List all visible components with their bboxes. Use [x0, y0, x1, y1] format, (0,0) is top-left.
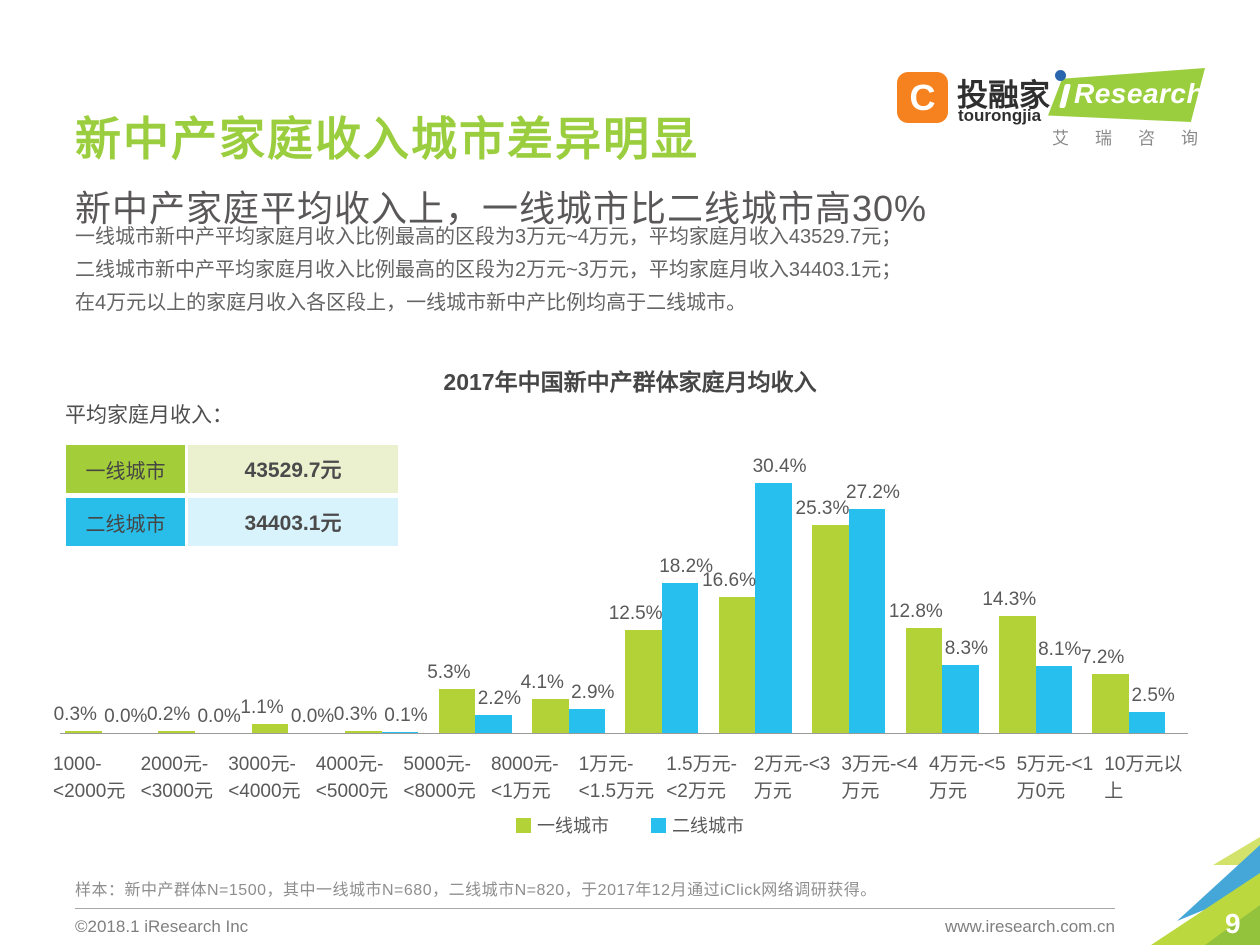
bar: [999, 615, 1036, 733]
bar-value-label: 0.1%: [384, 705, 428, 727]
legend-swatch-green: [516, 817, 531, 833]
x-axis-tick-label: 4万元-<5 万元: [929, 754, 1006, 802]
intro-line: 二线城市新中产平均家庭月收入比例最高的区段为2万元~3万元，平均家庭月收入344…: [75, 259, 902, 281]
bar-value-label: 2.9%: [571, 682, 615, 704]
bar-value-label: 12.8%: [888, 600, 943, 622]
tourongjia-logo-icon: C: [897, 72, 948, 123]
bar: [345, 730, 382, 733]
summary-row-label: 二线城市: [66, 498, 185, 546]
x-axis-tick-label: 8000元- <1万元: [491, 754, 559, 802]
bar: [848, 509, 886, 733]
x-axis-tick-label: 2000元- <3000元: [140, 754, 213, 802]
chart-title: 2017年中国新中产群体家庭月均收入: [443, 369, 817, 395]
bar-value-label: 30.4%: [752, 456, 807, 478]
legend-item-tier2: 二线城市: [651, 812, 744, 838]
x-axis-tick-labels: 1000- <2000元 2000元- <3000元 3000元- <4000元 40…: [53, 751, 1213, 807]
tourongjia-logo-latin: tourongjia: [958, 106, 1042, 125]
page-number: 9: [1225, 908, 1241, 939]
bar-value-label: 18.2%: [659, 556, 714, 578]
x-axis-tick-label: 1.5万元- <2万元: [666, 754, 737, 802]
bar: [381, 732, 419, 733]
x-axis-line: [60, 733, 1188, 734]
summary-row-label: 一线城市: [66, 445, 185, 493]
website-link[interactable]: www.iresearch.com.cn: [944, 917, 1115, 936]
bar-value-label: 2.2%: [477, 687, 521, 709]
bar: [661, 583, 699, 733]
x-axis-tick-label: 3万元-<4 万元: [841, 754, 918, 802]
legend-swatch-blue: [651, 817, 666, 833]
bar-value-label: 14.3%: [982, 588, 1037, 610]
bar: [942, 664, 979, 733]
x-axis-tick-label: 2万元-<3 万元: [753, 754, 831, 802]
corner-decoration: 9: [1151, 837, 1260, 945]
x-axis-tick-label: 1万元- <1.5万元: [578, 754, 655, 802]
legend-item-tier1: 一线城市: [516, 812, 609, 838]
bar: [158, 731, 195, 733]
summary-row-value: 34403.1元: [188, 498, 398, 546]
x-axis-tick-label: 1000- <2000元: [53, 754, 126, 802]
copyright: ©2018.1 iResearch Inc: [75, 917, 249, 936]
chart-legend: 一线城市 二线城市: [0, 812, 1260, 838]
intro-line: 在4万元以上的家庭月收入各区段上，一线城市新中产比例均高于二线城市。: [75, 292, 747, 314]
bar-value-label: 12.5%: [608, 603, 663, 625]
bar: [438, 689, 476, 733]
bar: [625, 630, 662, 733]
tourongjia-logo-name: 投融家: [957, 78, 1050, 113]
bar-value-label: 4.1%: [520, 672, 564, 694]
bar-value-label: 0.3%: [53, 703, 97, 725]
bar: [718, 596, 756, 733]
legend-label: 一线城市: [537, 816, 609, 836]
summary-row-tier1: 一线城市 43529.7元: [66, 445, 398, 493]
bar-value-label: 8.3%: [944, 637, 988, 659]
bar: [1092, 673, 1129, 733]
bar-value-label: 0.2%: [146, 704, 191, 726]
bar-value-label: 16.6%: [702, 569, 756, 591]
bar: [568, 709, 605, 733]
intro-paragraph: 一线城市新中产平均家庭月收入比例最高的区段为3万元~4万元，平均家庭月收入435…: [75, 221, 901, 320]
bar-value-label: 0.0%: [104, 706, 148, 727]
bar-value-label: 7.2%: [1080, 646, 1125, 668]
bar-value-label: 1.1%: [240, 697, 284, 718]
bar-value-label: 8.1%: [1038, 639, 1082, 661]
bar-value-label: 2.5%: [1131, 685, 1175, 707]
bar-value-label: 0.0%: [290, 706, 335, 727]
iresearch-logo-wordmark: Research: [1074, 78, 1205, 109]
iresearch-logo: Research 艾瑞咨询: [1048, 62, 1205, 148]
bar: [532, 699, 569, 733]
page-subtitle: 新中产家庭平均收入上，一线城市比二线城市高30%: [75, 187, 928, 229]
bar: [1035, 666, 1072, 733]
intro-line: 一线城市新中产平均家庭月收入比例最高的区段为3万元~4万元，平均家庭月收入435…: [75, 226, 902, 248]
bar: [251, 724, 289, 733]
iresearch-logo-cn: 艾瑞咨询: [1052, 129, 1224, 148]
page-title: 新中产家庭收入城市差异明显: [75, 112, 699, 165]
bar-value-label: 5.3%: [427, 662, 471, 684]
bar: [1128, 712, 1166, 733]
bar: [812, 525, 849, 733]
bar-value-label: 0.0%: [197, 706, 241, 727]
bar-chart-plot: 0.3% 0.0% 0.2% 0.0% 1.1% 0.0% 0.3% 0.1% 5.3% 2.2%…: [54, 456, 1190, 733]
bar-value-label: 27.2%: [846, 482, 900, 504]
x-axis-tick-label: 3000元- <4000元: [228, 754, 301, 802]
logo-area: C 投融家 tourongjia Research 艾瑞咨询: [895, 62, 1205, 148]
iresearch-logo-i-dot-icon: [1055, 70, 1066, 81]
footer-divider: [75, 908, 1115, 909]
x-axis-tick-label: 5万元-<1 万0元: [1016, 754, 1094, 802]
summary-row-value: 43529.7元: [188, 445, 398, 493]
x-axis-tick-label: 10万元以 上: [1104, 754, 1183, 802]
legend-label: 二线城市: [672, 816, 744, 836]
summary-box: 一线城市 43529.7元 二线城市 34403.1元: [66, 445, 398, 551]
bar: [65, 730, 102, 733]
summary-box-title: 平均家庭月收入：: [65, 404, 233, 427]
x-axis-tick-label: 4000元- <5000元: [315, 754, 389, 802]
summary-row-tier2: 二线城市 34403.1元: [66, 498, 398, 546]
bar-value-label: 25.3%: [795, 498, 850, 519]
sample-note: 样本：新中产群体N=1500，其中一线城市N=680，二线城市N=820，于20…: [75, 882, 877, 899]
bar: [755, 483, 792, 733]
bar-value-label: 0.3%: [333, 703, 378, 725]
bar: [475, 714, 512, 733]
x-axis-tick-label: 5000元- <8000元: [403, 754, 476, 802]
bar: [905, 627, 943, 733]
